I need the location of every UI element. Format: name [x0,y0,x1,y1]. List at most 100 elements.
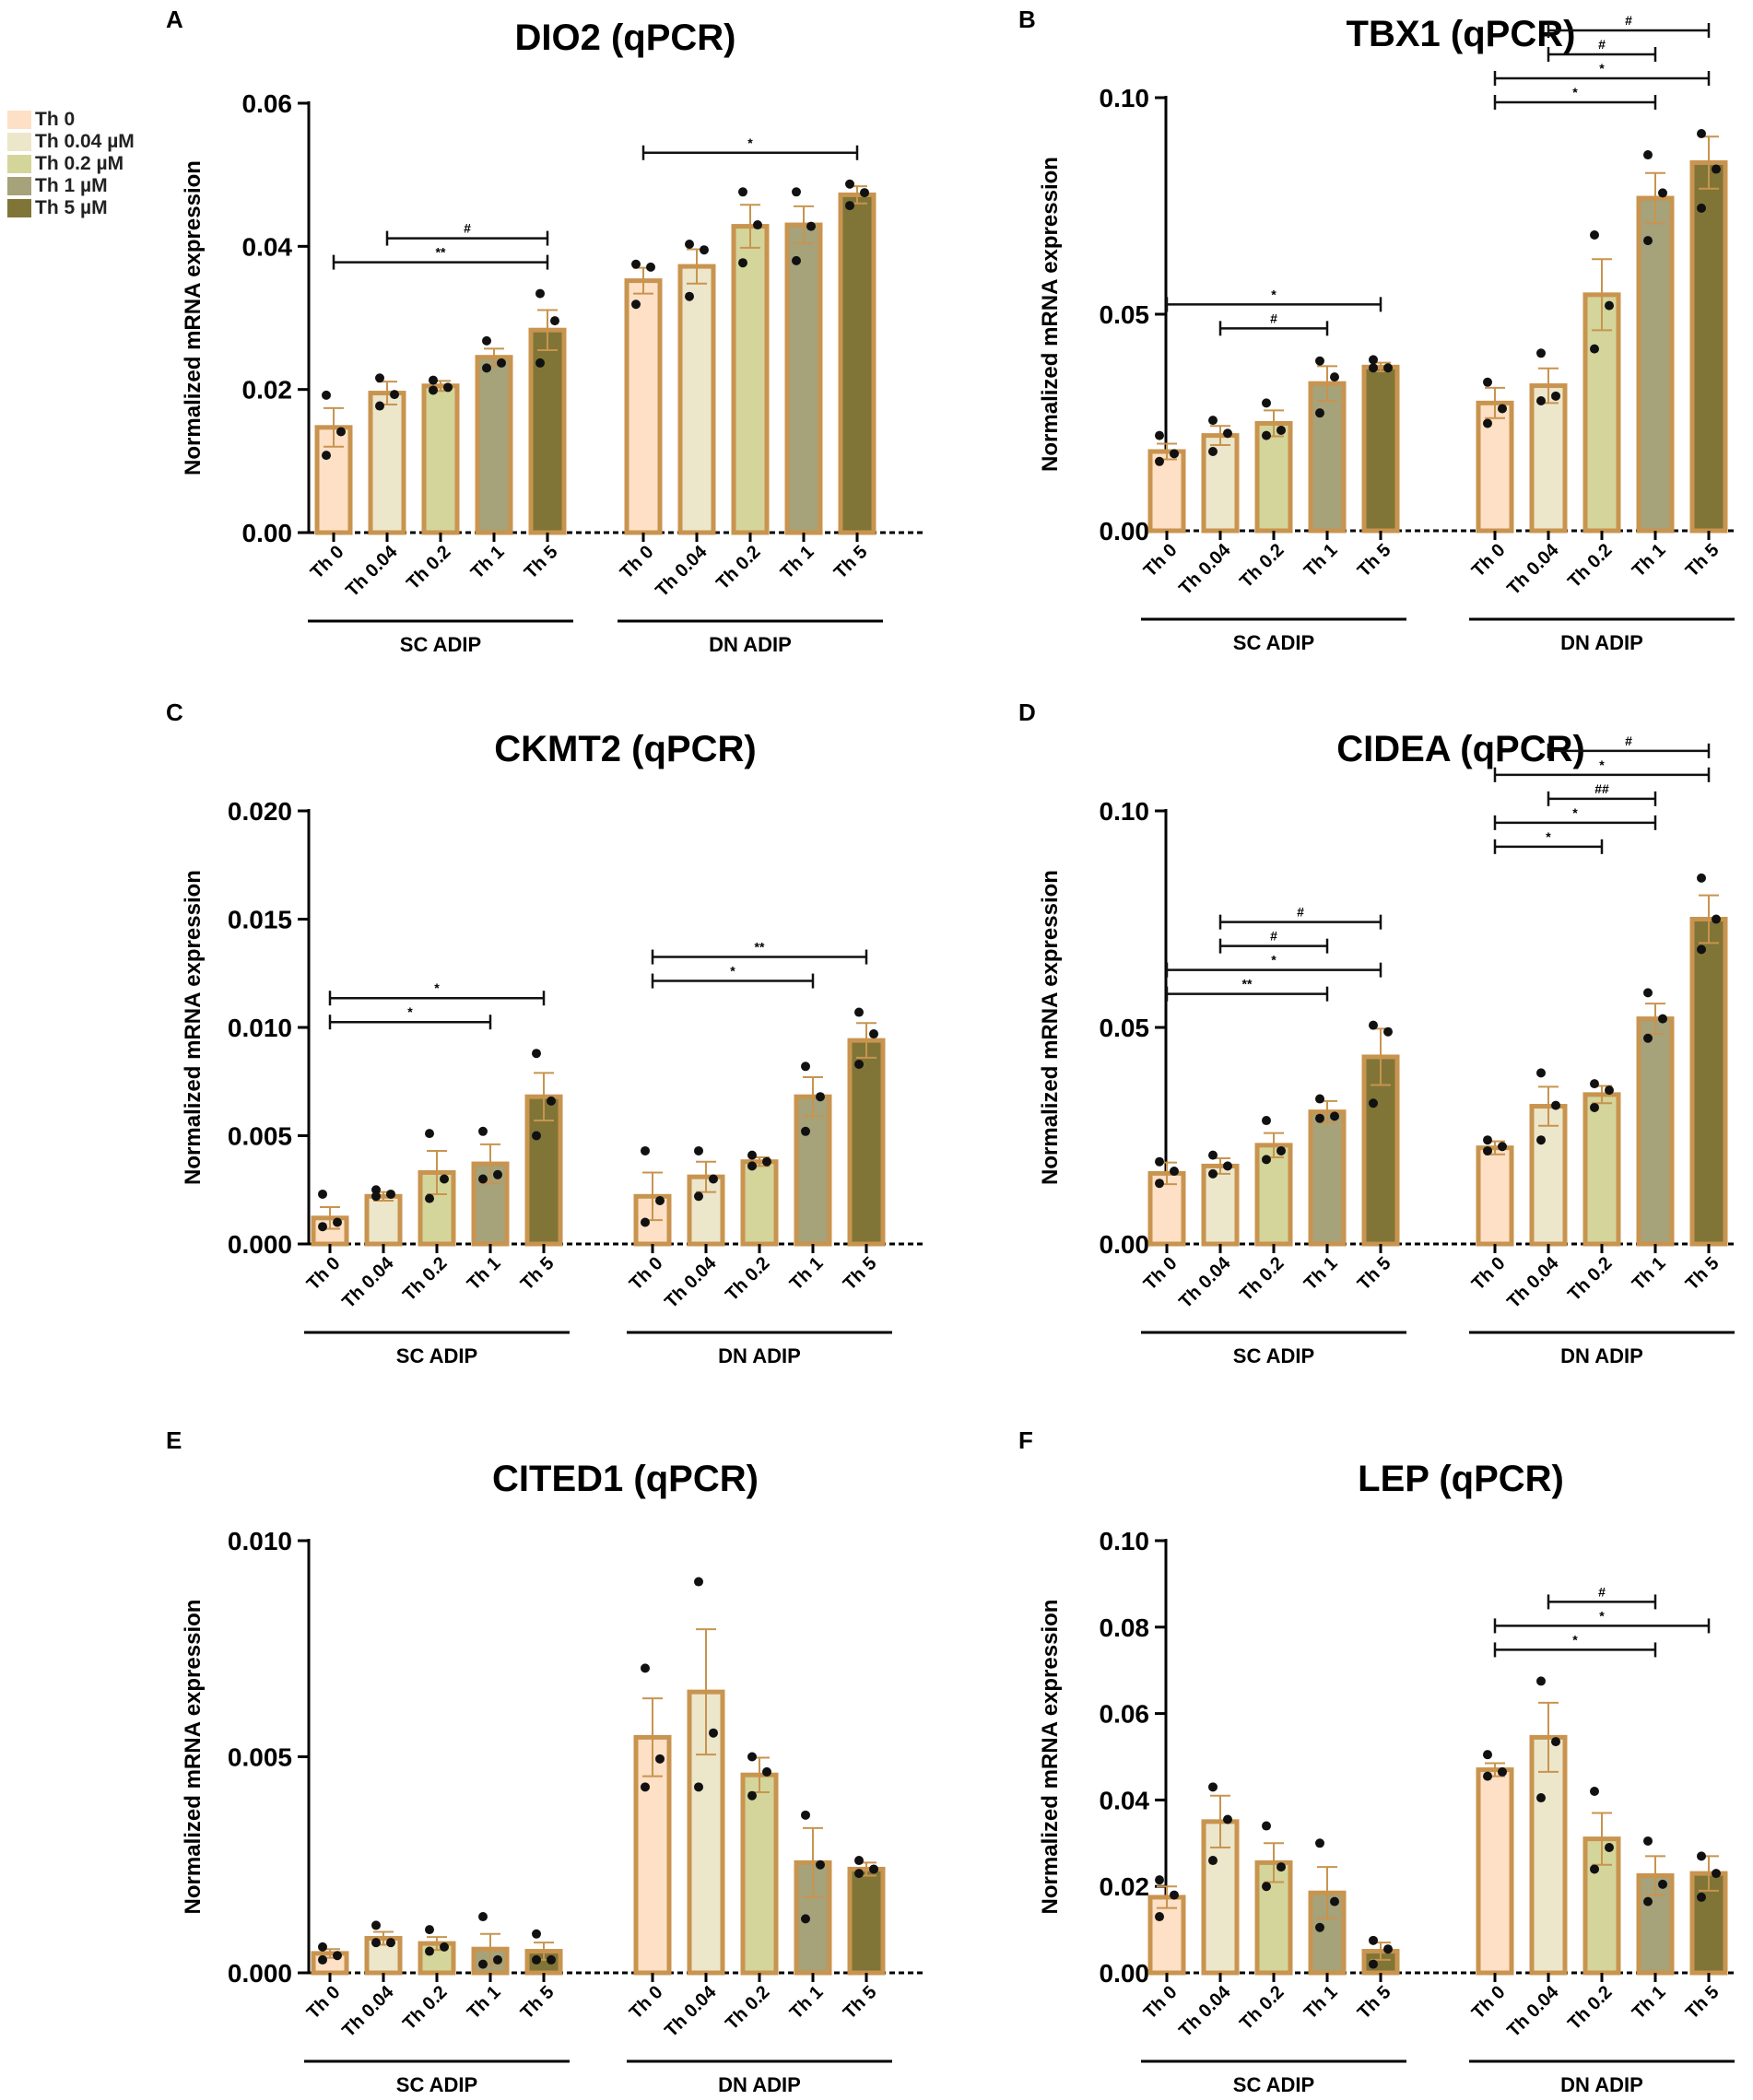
sig-label: # [1598,37,1606,52]
sig-label: # [1625,13,1632,28]
panel-letter: A [166,6,183,33]
sig-label: # [464,221,471,236]
data-point [845,201,854,211]
data-point [1208,446,1218,456]
data-point [694,1145,703,1156]
legend-label: Th 1 µM [35,175,108,196]
data-point [429,375,438,385]
x-tick-label: Th 0 [1140,1982,1182,2024]
bar [1201,1163,1240,1247]
data-point [1277,1862,1286,1872]
data-point [1590,1102,1599,1112]
y-axis-label: Normalized mRNA expression [181,1600,206,1915]
chart-panel-a: A DIO2 (qPCR) Normalized mRNA expression 0.… [166,6,924,656]
legend-swatch [7,155,31,173]
x-tick-label: Th 0.2 [399,1982,451,2034]
data-point [1262,1882,1271,1892]
group-label: SC ADIP [1233,1344,1314,1367]
x-tick-label: Th 1 [467,542,509,583]
chart-panel-d: D CIDEA (qPCR) Normalized mRNA expression 0… [1018,698,1737,1367]
x-tick-label: Th 0 [617,542,658,583]
data-point [860,188,869,198]
x-tick-label: Th 0 [1468,1982,1510,2024]
legend-item: Th 0.04 µM [7,131,135,153]
group-label: SC ADIP [1233,2073,1314,2096]
data-point [854,1869,864,1879]
bar [1361,1054,1400,1247]
x-tick-label: Th 1 [786,1253,828,1295]
data-point [1223,1161,1232,1171]
data-point [1498,1766,1507,1777]
x-tick-label: Th 0.2 [1236,1253,1288,1305]
data-point [375,401,384,411]
bar [1308,381,1347,534]
data-point [1262,1116,1271,1126]
sig-label: * [1271,287,1277,301]
data-point [738,258,747,268]
data-point [1536,348,1546,358]
bar [1476,1767,1514,1976]
legend-swatch [7,133,31,151]
x-tick-label: Th 1 [786,1982,828,2024]
data-point [547,1096,556,1106]
data-point [747,1752,757,1762]
data-point [1697,873,1706,883]
data-point [816,1859,825,1870]
group-label: DN ADIP [1560,2073,1643,2096]
data-point [1712,1869,1721,1879]
data-point [532,1049,541,1059]
x-tick-label: Th 0.04 [1175,539,1235,599]
y-tick-label: 0.00 [1100,1230,1150,1259]
legend-swatch [7,111,31,129]
data-point [1590,1079,1599,1089]
data-point [1590,344,1599,354]
x-tick-label: Th 0.2 [1564,540,1616,592]
x-tick-label: Th 0.04 [1503,1252,1563,1312]
data-point [1605,300,1614,311]
x-tick-label: Th 5 [1682,540,1724,581]
x-tick-label: Th 0.2 [1236,1982,1288,2034]
bar [1476,1145,1514,1247]
data-point [1170,1890,1179,1900]
y-axis-label: Normalized mRNA expression [181,160,206,475]
x-tick-label: Th 0.2 [722,1253,773,1305]
x-tick-label: Th 0 [1468,540,1510,581]
data-point [1315,1113,1324,1123]
x-tick-label: Th 0.04 [1503,539,1563,599]
data-point [440,1174,449,1184]
legend-item: Th 5 µM [7,197,135,219]
data-point [747,1790,757,1801]
x-tick-label: Th 0.04 [342,541,402,601]
data-point [1483,418,1492,428]
data-point [1590,229,1599,240]
chart-panel-c: C CKMT2 (qPCR) Normalized mRNA expression 0… [166,698,924,1367]
data-point [709,1174,718,1184]
sig-label: # [1270,311,1277,325]
data-point [532,1929,541,1939]
data-point [1155,1912,1164,1922]
data-point [694,1577,703,1587]
legend-label: Th 5 µM [35,197,108,218]
chart-title: CIDEA (qPCR) [1336,729,1585,769]
data-point [762,1156,771,1167]
data-point [535,358,545,368]
data-point [1551,391,1560,401]
sig-label: * [1599,61,1605,76]
data-point [1643,1033,1653,1043]
data-point [1697,944,1706,955]
data-point [646,262,655,272]
data-point [685,291,694,301]
sig-label: * [730,964,735,979]
y-tick-label: 0.04 [242,232,293,261]
x-tick-label: Th 0.04 [338,1981,398,2041]
x-tick-label: Th 0 [307,542,348,583]
x-tick-label: Th 0.04 [1175,1252,1235,1312]
sig-label: * [434,980,440,995]
data-point [845,179,854,189]
data-point [1536,396,1546,405]
data-point [1712,164,1721,174]
sig-label: * [1546,829,1551,844]
data-point [375,373,384,383]
legend: Th 0 Th 0.04 µM Th 0.2 µM Th 1 µM Th 5 µ… [7,109,135,219]
data-point [336,427,346,437]
